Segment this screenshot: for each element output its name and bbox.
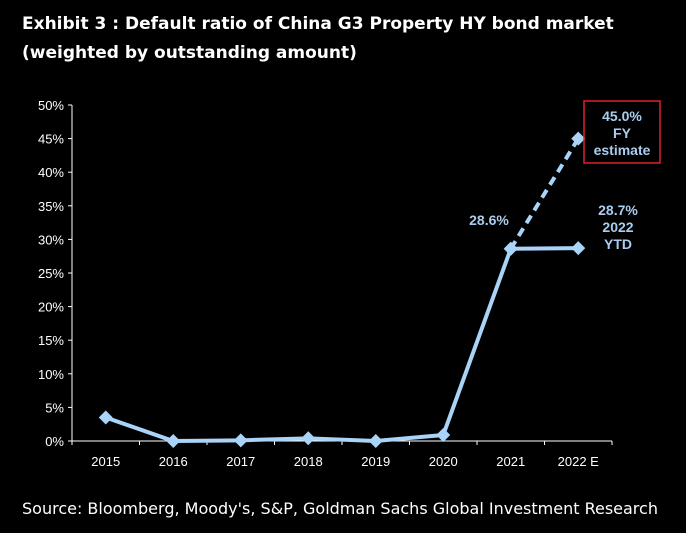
data-point-marker bbox=[571, 131, 586, 146]
x-tick-label: 2022 E bbox=[558, 454, 600, 469]
y-tick-label: 5% bbox=[45, 400, 64, 415]
y-tick-label: 10% bbox=[38, 367, 64, 382]
source-note: Source: Bloomberg, Moody's, S&P, Goldman… bbox=[22, 499, 658, 518]
data-label-2022-ytd: 28.7% bbox=[598, 202, 638, 218]
data-label-2022-ytd: YTD bbox=[604, 236, 632, 252]
x-tick-label: 2021 bbox=[496, 454, 525, 469]
series-lines bbox=[105, 137, 580, 443]
series-markers bbox=[98, 131, 586, 448]
data-label-2022-fy: FY bbox=[613, 125, 632, 141]
x-tick-labels: 2015 2016 2017 2018 2019 2020 2021 2022 E bbox=[71, 441, 613, 469]
y-tick-label: 0% bbox=[45, 434, 64, 449]
data-point-marker bbox=[301, 431, 316, 446]
data-point-marker bbox=[166, 434, 181, 448]
y-tick-label: 25% bbox=[38, 266, 64, 281]
data-point-marker bbox=[503, 241, 518, 256]
estimate-label-box bbox=[583, 100, 661, 164]
ytd-line bbox=[105, 246, 579, 443]
x-tick-label: 2020 bbox=[429, 454, 458, 469]
y-tick-label: 30% bbox=[38, 232, 64, 247]
data-point-marker bbox=[571, 241, 586, 256]
x-tick-label: 2015 bbox=[91, 454, 120, 469]
data-label-2022-fy: 45.0% bbox=[602, 108, 642, 124]
chart-area: 0% 5% 10% 15% 20% 25% 30% 35% 40% 45% 50% 2015 2016… bbox=[38, 98, 661, 469]
data-point-marker bbox=[233, 433, 248, 448]
data-label-2021: 28.6% bbox=[469, 212, 509, 228]
y-tick-label: 35% bbox=[38, 199, 64, 214]
y-tick-label: 20% bbox=[38, 300, 64, 315]
data-point-marker bbox=[436, 427, 451, 442]
axes bbox=[71, 105, 612, 442]
data-point-marker bbox=[98, 410, 113, 425]
x-tick-label: 2016 bbox=[159, 454, 188, 469]
x-tick-label: 2019 bbox=[361, 454, 390, 469]
y-tick-label: 45% bbox=[38, 132, 64, 147]
data-label-2022-fy: estimate bbox=[594, 142, 651, 158]
data-label-2022-ytd: 2022 bbox=[602, 219, 633, 235]
y-tick-label: 40% bbox=[38, 165, 64, 180]
data-point-marker bbox=[368, 434, 383, 448]
y-tick-labels: 0% 5% 10% 15% 20% 25% 30% 35% 40% 45% 50% bbox=[38, 98, 72, 449]
x-tick-label: 2018 bbox=[294, 454, 323, 469]
x-tick-label: 2017 bbox=[226, 454, 255, 469]
estimate-line bbox=[509, 137, 580, 250]
y-tick-label: 15% bbox=[38, 333, 64, 348]
chart-title: Exhibit 3 : Default ratio of China G3 Pr… bbox=[22, 14, 614, 63]
y-tick-label: 50% bbox=[38, 98, 64, 113]
